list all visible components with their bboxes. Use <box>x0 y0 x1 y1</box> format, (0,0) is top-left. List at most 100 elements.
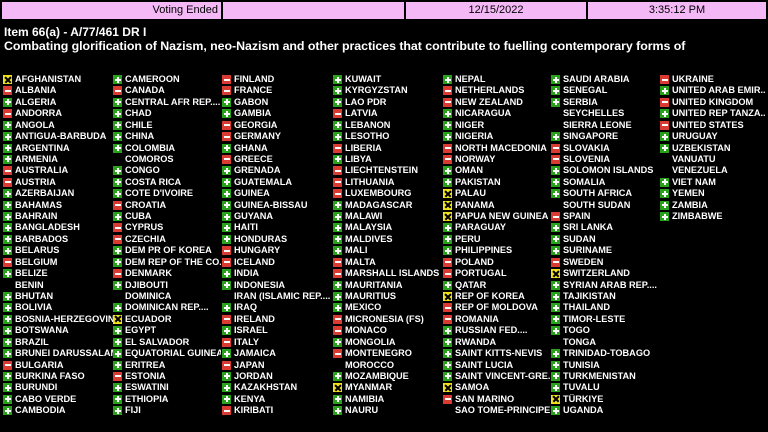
country-vote-row: REP OF MOLDOVA <box>443 302 550 313</box>
vote-yes-icon <box>113 132 122 142</box>
country-name: IRAQ <box>234 302 257 313</box>
country-name: BANGLADESH <box>15 222 80 233</box>
country-name: NORTH MACEDONIA <box>455 142 547 153</box>
country-name: PORTUGAL <box>455 268 507 279</box>
country-vote-row: SEYCHELLES <box>551 108 659 119</box>
vote-yes-icon <box>551 166 560 176</box>
country-name: CZECHIA <box>125 233 166 244</box>
country-name: MYANMAR <box>345 382 393 393</box>
country-name: INDIA <box>234 268 260 279</box>
vote-no-icon <box>113 223 122 233</box>
vote-yes-icon <box>551 349 560 359</box>
vote-abstain-icon <box>443 189 452 199</box>
vote-yes-icon <box>443 234 452 244</box>
country-vote-row: PANAMA <box>443 200 550 211</box>
vote-no-icon <box>222 360 231 370</box>
vote-yes-icon <box>113 177 122 187</box>
vote-yes-icon <box>551 383 560 393</box>
country-name: DENMARK <box>125 268 172 279</box>
country-vote-row: NETHERLANDS <box>443 85 550 96</box>
country-name: INDONESIA <box>234 279 286 290</box>
country-vote-row: IRAN (ISLAMIC REP.... <box>222 291 332 302</box>
vote-yes-icon <box>3 246 12 256</box>
country-name: DEM PR OF KOREA <box>125 245 212 256</box>
country-vote-row: VANUATU <box>660 154 766 165</box>
vote-no-icon <box>551 212 560 222</box>
country-name: COMOROS <box>125 153 174 164</box>
country-vote-row: BOSNIA-HERZEGOVINA <box>3 314 113 325</box>
country-vote-row: SAO TOME-PRINCIPE <box>443 405 550 416</box>
country-vote-row: RUSSIAN FED.... <box>443 325 550 336</box>
country-vote-row: PORTUGAL <box>443 268 550 279</box>
country-name: UGANDA <box>563 405 604 416</box>
country-vote-row: GUINEA <box>222 188 332 199</box>
country-name: SRI LANKA <box>563 222 614 233</box>
vote-yes-icon <box>222 269 231 279</box>
country-name: KIRIBATI <box>234 405 274 416</box>
vote-no-icon <box>113 200 122 210</box>
vote-abstain-icon <box>3 75 12 84</box>
vote-yes-icon <box>113 383 122 393</box>
country-name: COLOMBIA <box>125 142 176 153</box>
country-vote-row: INDIA <box>222 268 332 279</box>
country-vote-row: GEORGIA <box>222 120 332 131</box>
country-name: BRUNEI DARUSSALAM <box>15 348 113 359</box>
country-vote-row: PALAU <box>443 188 550 199</box>
country-vote-row: BENIN <box>3 280 113 291</box>
country-vote-row: SLOVENIA <box>551 154 659 165</box>
country-name: SIERRA LEONE <box>563 119 632 130</box>
vote-no-icon <box>222 314 231 324</box>
country-name: GHANA <box>234 142 268 153</box>
vote-yes-icon <box>222 200 231 210</box>
country-name: MONTENEGRO <box>345 348 412 359</box>
vote-yes-icon <box>660 86 669 96</box>
vote-yes-icon <box>551 292 560 302</box>
country-name: NEPAL <box>455 74 486 84</box>
country-name: BELIZE <box>15 268 48 279</box>
vote-yes-icon <box>660 177 669 187</box>
country-name: CANADA <box>125 85 165 96</box>
vote-yes-icon <box>660 132 669 142</box>
country-vote-row: CHILE <box>113 120 221 131</box>
country-name: NIGERIA <box>455 131 494 142</box>
country-name: ZAMBIA <box>672 199 708 210</box>
country-vote-row: JORDAN <box>222 371 332 382</box>
vote-yes-icon <box>443 337 452 347</box>
country-name: MAURITIUS <box>345 291 397 302</box>
country-vote-row: ARGENTINA <box>3 143 113 154</box>
country-vote-row: SYRIAN ARAB REP.... <box>551 280 659 291</box>
country-vote-row: COLOMBIA <box>113 143 221 154</box>
country-name: LATVIA <box>345 108 378 119</box>
vote-yes-icon <box>551 189 560 199</box>
country-name: CHILE <box>125 119 153 130</box>
vote-yes-icon <box>333 337 342 347</box>
country-vote-row: FRANCE <box>222 85 332 96</box>
country-vote-row: GUATEMALA <box>222 177 332 188</box>
country-name: TONGA <box>563 336 597 347</box>
vote-yes-icon <box>551 280 560 290</box>
vote-no-icon <box>222 75 231 84</box>
country-name: BURKINA FASO <box>15 370 85 381</box>
country-vote-row: NAMIBIA <box>333 394 442 405</box>
country-vote-row: TIMOR-LESTE <box>551 314 659 325</box>
vote-yes-icon <box>113 189 122 199</box>
country-name: COSTA RICA <box>125 176 182 187</box>
country-vote-row: MALAWI <box>333 211 442 222</box>
country-vote-row: SAN MARINO <box>443 394 550 405</box>
country-name: DJIBOUTI <box>125 279 168 290</box>
country-name: GABON <box>234 96 269 107</box>
vote-no-icon <box>3 166 12 176</box>
country-name: NICARAGUA <box>455 108 512 119</box>
country-vote-row: CHAD <box>113 108 221 119</box>
country-name: CHAD <box>125 108 152 119</box>
country-vote-row: BURKINA FASO <box>3 371 113 382</box>
country-name: ALGERIA <box>15 96 57 107</box>
country-name: JORDAN <box>234 370 273 381</box>
vote-yes-icon <box>3 154 12 164</box>
country-vote-row: TUVALU <box>551 382 659 393</box>
vote-no-icon <box>222 120 231 130</box>
country-vote-row: LAO PDR <box>333 97 442 108</box>
vote-yes-icon <box>333 120 342 130</box>
country-name: GAMBIA <box>234 108 272 119</box>
vote-yes-icon <box>222 326 231 336</box>
